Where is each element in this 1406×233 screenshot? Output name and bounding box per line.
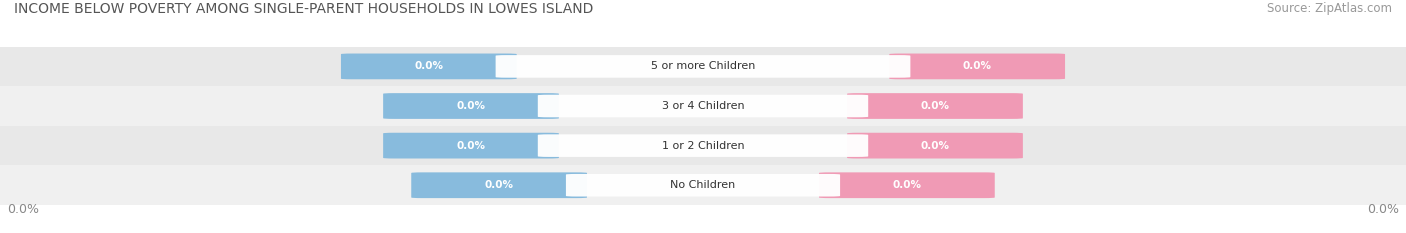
FancyBboxPatch shape (846, 133, 1024, 158)
FancyBboxPatch shape (382, 133, 560, 158)
Text: 0.0%: 0.0% (485, 180, 513, 190)
FancyBboxPatch shape (340, 54, 517, 79)
Text: 0.0%: 0.0% (415, 62, 443, 71)
FancyBboxPatch shape (565, 174, 841, 196)
FancyBboxPatch shape (890, 54, 1066, 79)
Text: 0.0%: 0.0% (893, 180, 921, 190)
Text: 0.0%: 0.0% (921, 141, 949, 151)
Text: 1 or 2 Children: 1 or 2 Children (662, 141, 744, 151)
Text: 0.0%: 0.0% (1367, 203, 1399, 216)
FancyBboxPatch shape (382, 93, 560, 119)
FancyBboxPatch shape (846, 93, 1024, 119)
Bar (0, 86, 1406, 126)
Text: INCOME BELOW POVERTY AMONG SINGLE-PARENT HOUSEHOLDS IN LOWES ISLAND: INCOME BELOW POVERTY AMONG SINGLE-PARENT… (14, 2, 593, 16)
FancyBboxPatch shape (538, 95, 868, 117)
FancyBboxPatch shape (412, 172, 588, 198)
FancyBboxPatch shape (538, 134, 868, 157)
Text: 0.0%: 0.0% (457, 141, 485, 151)
Bar (0, 47, 1406, 86)
Text: No Children: No Children (671, 180, 735, 190)
Bar (0, 126, 1406, 165)
FancyBboxPatch shape (496, 55, 911, 78)
Text: Source: ZipAtlas.com: Source: ZipAtlas.com (1267, 2, 1392, 15)
Bar (0, 165, 1406, 205)
Text: 0.0%: 0.0% (963, 62, 991, 71)
Text: 5 or more Children: 5 or more Children (651, 62, 755, 71)
Text: 0.0%: 0.0% (7, 203, 39, 216)
FancyBboxPatch shape (818, 172, 995, 198)
Text: 0.0%: 0.0% (921, 101, 949, 111)
Text: 0.0%: 0.0% (457, 101, 485, 111)
Text: 3 or 4 Children: 3 or 4 Children (662, 101, 744, 111)
